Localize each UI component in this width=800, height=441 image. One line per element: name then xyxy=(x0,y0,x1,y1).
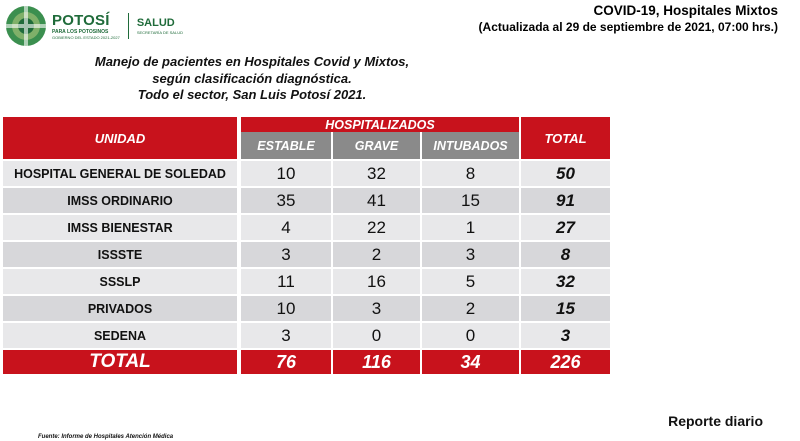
cell-estable: 10 xyxy=(239,294,331,321)
cell-total: 3 xyxy=(519,321,610,348)
update-timestamp: (Actualizada al 29 de septiembre de 2021… xyxy=(478,20,778,34)
col-header-hospitalizados: HOSPITALIZADOS xyxy=(239,117,519,132)
cell-grave: 22 xyxy=(331,213,420,240)
cell-grave: 2 xyxy=(331,240,420,267)
row-unidad: IMSS BIENESTAR xyxy=(3,213,239,240)
col-header-total: TOTAL xyxy=(519,117,610,159)
cell-intubados: 2 xyxy=(420,294,519,321)
caption-line-3: Todo el sector, San Luis Potosí 2021. xyxy=(137,87,367,102)
table-row: PRIVADOS 10 3 2 15 xyxy=(3,294,610,321)
caption-line-2: según clasificación diagnóstica. xyxy=(152,70,352,86)
report-frequency-label: Reporte diario xyxy=(668,413,763,429)
potosi-logo-icon xyxy=(4,4,48,48)
cell-intubados: 1 xyxy=(420,213,519,240)
cell-estable: 4 xyxy=(239,213,331,240)
total-row: TOTAL 76 116 34 226 xyxy=(3,348,610,374)
row-unidad: IMSS ORDINARIO xyxy=(3,186,239,213)
cell-total: 91 xyxy=(519,186,610,213)
col-header-grave: GRAVE xyxy=(331,132,420,159)
report-title: COVID-19, Hospitales Mixtos xyxy=(593,3,778,18)
total-grave: 116 xyxy=(331,348,420,374)
col-header-estable: ESTABLE xyxy=(239,132,331,159)
row-unidad: ISSSTE xyxy=(3,240,239,267)
cell-estable: 3 xyxy=(239,240,331,267)
brand-tagline: PARA LOS POTOSINOS xyxy=(52,28,109,35)
total-estable: 76 xyxy=(239,348,331,374)
cell-intubados: 8 xyxy=(420,159,519,186)
salud-title: SALUD xyxy=(136,16,175,29)
total-label: TOTAL xyxy=(3,348,239,374)
cell-grave: 3 xyxy=(331,294,420,321)
cell-intubados: 15 xyxy=(420,186,519,213)
cell-intubados: 3 xyxy=(420,240,519,267)
row-unidad: SSSLP xyxy=(3,267,239,294)
col-header-unidad: UNIDAD xyxy=(3,117,239,159)
table-row: IMSS BIENESTAR 4 22 1 27 xyxy=(3,213,610,240)
cell-total: 27 xyxy=(519,213,610,240)
col-header-intubados: INTUBADOS xyxy=(420,132,519,159)
table-row: IMSS ORDINARIO 35 41 15 91 xyxy=(3,186,610,213)
cell-estable: 11 xyxy=(239,267,331,294)
total-intubados: 34 xyxy=(420,348,519,374)
brand-name: POTOSÍ xyxy=(52,11,110,29)
cell-intubados: 0 xyxy=(420,321,519,348)
cell-total: 8 xyxy=(519,240,610,267)
cell-total: 50 xyxy=(519,159,610,186)
cell-estable: 3 xyxy=(239,321,331,348)
logo-divider xyxy=(127,13,129,39)
table-caption: Manejo de pacientes en Hospitales Covid … xyxy=(32,54,472,104)
row-unidad: PRIVADOS xyxy=(3,294,239,321)
header-block: COVID-19, Hospitales Mixtos (Actualizada… xyxy=(479,3,778,34)
brand-subtag: GOBIERNO DEL ESTADO 2021-2027 xyxy=(52,34,120,40)
row-unidad: SEDENA xyxy=(3,321,239,348)
cell-intubados: 5 xyxy=(420,267,519,294)
cell-estable: 10 xyxy=(239,159,331,186)
cell-grave: 32 xyxy=(331,159,420,186)
cell-grave: 16 xyxy=(331,267,420,294)
cell-estable: 35 xyxy=(239,186,331,213)
table-row: HOSPITAL GENERAL DE SOLEDAD 10 32 8 50 xyxy=(3,159,610,186)
cell-grave: 41 xyxy=(331,186,420,213)
table-row: ISSSTE 3 2 3 8 xyxy=(3,240,610,267)
source-note: Fuente: Informe de Hospitales Atención M… xyxy=(38,434,174,440)
cell-total: 32 xyxy=(519,267,610,294)
row-unidad: HOSPITAL GENERAL DE SOLEDAD xyxy=(3,159,239,186)
salud-subtitle: SECRETARÍA DE SALUD xyxy=(136,29,183,35)
table-row: SSSLP 11 16 5 32 xyxy=(3,267,610,294)
logo-block: POTOSÍ PARA LOS POTOSINOS GOBIERNO DEL E… xyxy=(4,4,183,48)
cell-grave: 0 xyxy=(331,321,420,348)
table-row: SEDENA 3 0 0 3 xyxy=(3,321,610,348)
cell-total: 15 xyxy=(519,294,610,321)
caption-line-1: Manejo de pacientes en Hospitales Covid … xyxy=(94,54,410,69)
hospital-table: UNIDAD HOSPITALIZADOS TOTAL ESTABLE GRAV… xyxy=(3,117,610,374)
total-total: 226 xyxy=(519,348,610,374)
